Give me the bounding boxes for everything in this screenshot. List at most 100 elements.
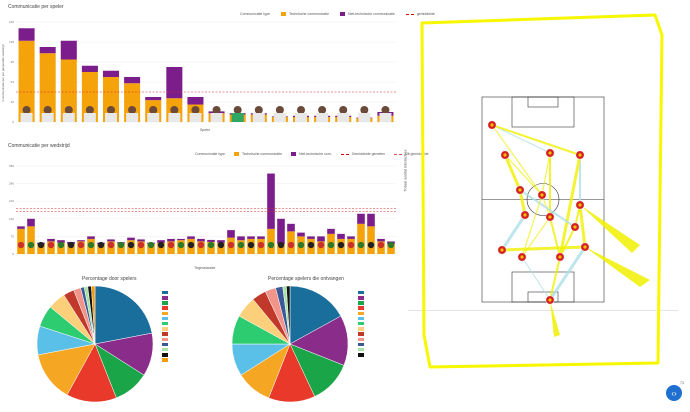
pie1-legend[interactable] <box>162 290 168 363</box>
pie-slice <box>91 285 96 345</box>
pie-legend-item[interactable] <box>162 342 168 347</box>
player-node-badge <box>548 151 552 155</box>
category-icon <box>347 241 355 249</box>
pie-legend-swatch <box>162 321 168 326</box>
scroll-nav-button[interactable]: ‹› <box>666 385 682 401</box>
pie-legend-item[interactable] <box>162 332 168 337</box>
bar-technical <box>60 59 77 122</box>
y-tick-label: 210 <box>9 199 14 203</box>
player-shirt <box>126 113 139 122</box>
pie-legend-swatch <box>162 327 168 331</box>
bar-technical <box>157 242 165 254</box>
pie-legend-swatch <box>162 306 168 310</box>
chart1-legend[interactable]: Communicatie type Technische communicati… <box>240 12 435 16</box>
player-node-badge <box>578 203 582 207</box>
player-photo <box>85 106 94 114</box>
category-icon <box>367 241 375 249</box>
pie-legend-item[interactable] <box>162 300 168 305</box>
bar-nontechnical <box>197 238 205 242</box>
pass-link <box>500 214 527 251</box>
pie-legend-item[interactable] <box>358 337 364 342</box>
player-photo <box>212 106 221 114</box>
pie-legend-item[interactable] <box>162 321 168 326</box>
pie-legend-item[interactable] <box>358 332 364 337</box>
player-shirt <box>147 113 160 122</box>
bar-technical <box>357 223 365 254</box>
category-icon <box>97 241 105 249</box>
pie-legend-item[interactable] <box>162 326 168 331</box>
player-photo <box>381 106 390 114</box>
chart2-plot[interactable]: 0 70 140 210 280 350 Tegenstander <box>0 158 400 278</box>
y-tick-label: 0 <box>12 252 14 256</box>
legend-swatch-technical <box>280 12 286 16</box>
bar-nontechnical <box>27 218 35 227</box>
category-icon <box>27 241 35 249</box>
category-icon <box>187 241 195 249</box>
bar-technical <box>217 242 225 254</box>
pie2-chart[interactable] <box>220 282 360 412</box>
bar-technical <box>367 226 375 254</box>
pie-legend-item[interactable] <box>358 326 364 331</box>
bar-technical <box>277 243 285 254</box>
pie-legend-item[interactable] <box>358 342 364 347</box>
legend-label-measured: Gemiddelde gemeten <box>351 152 386 156</box>
player-shirt <box>83 113 96 122</box>
bar-technical <box>97 243 105 254</box>
pie-legend-item[interactable] <box>162 306 168 311</box>
category-icon <box>207 241 215 249</box>
pie-legend-item[interactable] <box>358 321 364 326</box>
pie-slice <box>94 285 153 345</box>
pie-legend-item[interactable] <box>358 316 364 321</box>
legend-title: Communicatie type <box>195 152 225 156</box>
y-tick-label: 0 <box>12 120 14 124</box>
pie1-chart[interactable] <box>25 282 165 412</box>
bar-nontechnical <box>287 223 295 232</box>
pie-legend-item[interactable] <box>162 337 168 342</box>
pie-legend-item[interactable] <box>162 357 168 362</box>
category-icon <box>107 241 115 249</box>
pie-legend-item[interactable] <box>162 347 168 352</box>
bar-nontechnical <box>217 240 225 243</box>
pie-slice <box>37 343 96 396</box>
top-penalty-box <box>511 96 575 128</box>
pie-legend-item[interactable] <box>358 306 364 311</box>
pie-legend-swatch <box>358 337 364 342</box>
pie2-legend[interactable] <box>358 290 364 357</box>
pie-legend-item[interactable] <box>358 352 364 357</box>
bar-technical <box>102 77 120 122</box>
player-photo <box>297 106 305 114</box>
player-shirt <box>337 113 350 122</box>
player-node-badge <box>490 123 494 127</box>
pie-legend-item[interactable] <box>162 311 168 316</box>
category-icon <box>47 241 55 249</box>
pie-legend-item[interactable] <box>358 300 364 305</box>
pass-link <box>519 189 576 228</box>
category-icon <box>227 241 235 249</box>
pie-legend-item[interactable] <box>358 295 364 300</box>
pass-link <box>541 152 551 196</box>
player-node-badge <box>523 213 527 217</box>
pie-legend-item[interactable] <box>358 290 364 295</box>
pie-legend-item[interactable] <box>358 347 364 352</box>
bar-technical <box>81 72 98 122</box>
bar-nontechnical <box>77 240 85 242</box>
player-photo <box>318 106 327 114</box>
pass-link <box>558 154 582 258</box>
player-shirt <box>62 113 75 122</box>
chart2-legend[interactable]: Communicatie type Technische communicati… <box>195 152 429 156</box>
player-shirt <box>210 113 223 122</box>
legend-dash-measured <box>340 153 349 155</box>
pie-legend-item[interactable] <box>358 311 364 316</box>
pie-legend-item[interactable] <box>162 295 168 300</box>
pass-network-pitch[interactable] <box>410 5 680 385</box>
chart1-plot[interactable]: 0 32 64 96 128 160 Speler Communicatie per per … <box>0 18 400 153</box>
pie-legend-item[interactable] <box>162 290 168 295</box>
pie-legend-item[interactable] <box>162 352 168 357</box>
pie-legend-item[interactable] <box>162 316 168 321</box>
player-photo <box>170 106 179 114</box>
player-photo <box>339 106 348 114</box>
pie2-title: Percentage spelers die ontvangen <box>268 276 344 282</box>
legend-dash-average <box>405 13 414 15</box>
pass-link <box>549 216 561 258</box>
legend-label-technical: Technische communicatie <box>241 152 283 156</box>
